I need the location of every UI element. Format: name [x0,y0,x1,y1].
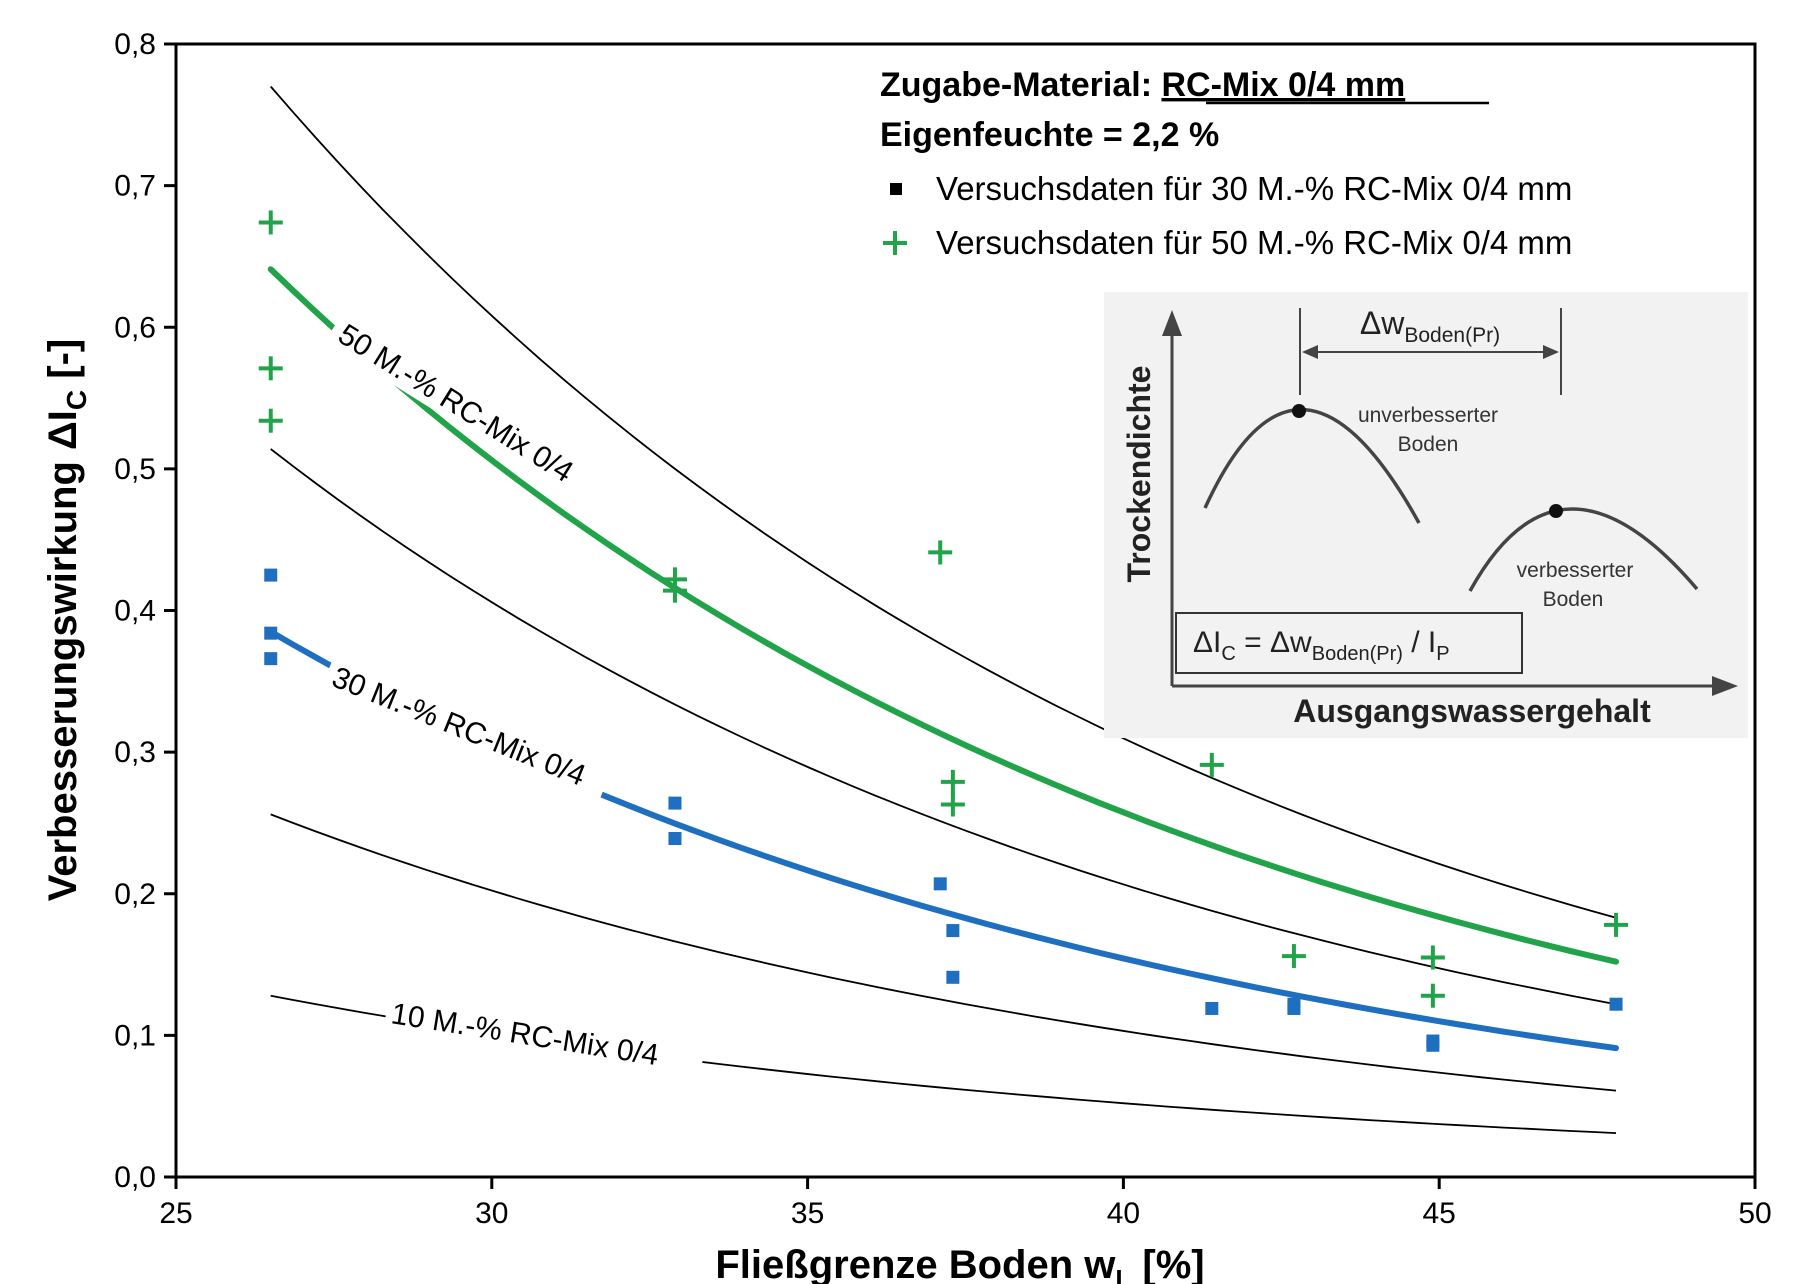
y-tick-label: 0,1 [114,1019,156,1052]
unimproved-label-line1: unverbesserter [1358,404,1498,427]
y-tick-label: 0,5 [114,453,156,486]
y-tick-label: 0,8 [114,28,156,61]
data-point-plus [258,408,283,433]
legend-label-50: Versuchsdaten für 50 M.-% RC-Mix 0/4 mm [936,224,1572,261]
x-tick-label: 45 [1423,1197,1456,1230]
curve-label-mask [384,980,708,1074]
data-markers [258,210,1629,1052]
y-tick-label: 0,3 [114,736,156,769]
data-point-plus [662,578,687,603]
data-point-square [1426,1038,1440,1052]
data-point-plus [1420,983,1445,1008]
unimproved-label-line2: Boden [1398,433,1459,456]
delta-w-label: ΔwBoden(Pr) [1360,305,1500,347]
guide-curve [270,85,1617,919]
data-point-square [1287,1001,1301,1015]
inset-y-axis-title: Trockendichte [1121,366,1157,583]
data-point-square [946,924,960,938]
x-tick-label: 25 [159,1197,192,1230]
guide-curve [270,448,1617,1006]
y-tick-label: 0,6 [114,311,156,344]
x-tick-label: 40 [1107,1197,1140,1230]
y-tick-label: 0,4 [114,595,156,628]
moisture-text: Eigenfeuchte = 2,2 % [880,116,1219,154]
data-point-plus [1604,912,1629,937]
improved-curve [1468,507,1699,592]
data-point-plus [258,210,283,235]
data-point-square [1609,997,1623,1011]
x-axis-ticks: 25 30 35 40 45 50 [159,1177,1772,1230]
inset-x-arrow-icon [1712,676,1738,696]
data-point-square [264,652,278,666]
improved-label-line2: Boden [1543,588,1604,611]
data-point-square [946,970,960,984]
x-tick-label: 50 [1738,1197,1771,1230]
x-tick-label: 30 [475,1197,508,1230]
inset-x-axis-title: Ausgangswassergehalt [1293,693,1651,729]
y-tick-label: 0,0 [114,1161,156,1194]
improved-label-line1: verbesserter [1517,559,1634,582]
unimproved-peak [1292,404,1306,418]
y-tick-label: 0,2 [114,878,156,911]
data-point-square [668,796,682,810]
inset-y-arrow-icon [1162,310,1182,336]
data-point-plus [928,540,953,565]
guide-curve [270,813,1617,1092]
data-point-plus [1420,945,1445,970]
data-point-plus [940,792,965,817]
formula-box [1175,612,1523,674]
x-tick-label: 35 [791,1197,824,1230]
delta-w-arrow-left-icon [1302,345,1318,359]
data-point-square [1205,1001,1219,1015]
curve-label-mask [322,644,617,798]
legend-label-30: Versuchsdaten für 30 M.-% RC-Mix 0/4 mm [936,170,1572,207]
improved-peak [1549,504,1563,518]
legend-plus-marker [883,231,907,255]
curve-label-mask [324,301,605,501]
data-point-square [933,877,947,891]
y-axis-ticks: 0,0 0,1 0,2 0,3 0,4 0,5 0,6 0,7 0,8 [114,28,176,1194]
x-axis-title: Fließgrenze Boden wL [%] [715,1243,1204,1284]
data-point-square [264,568,278,582]
data-point-square [264,626,278,640]
formula-text: ΔIC = ΔwBoden(Pr) / IP [1193,626,1450,665]
legend-square-marker [890,183,902,195]
legend: Zugabe-Material: RC-Mix 0/4 mm Eigenfeuc… [880,66,1572,261]
fit-curves [267,266,1619,1074]
data-point-plus [258,356,283,381]
y-tick-label: 0,7 [114,170,156,203]
material-title: Zugabe-Material: RC-Mix 0/4 mm [880,66,1405,104]
y-axis-title: Verbesserungswirkung ΔIC [-] [41,339,92,901]
data-point-square [668,832,682,846]
data-point-plus [1281,944,1306,969]
data-point-plus [1199,752,1224,777]
delta-w-arrow-right-icon [1543,345,1559,359]
data-point-plus [940,769,965,794]
inset-diagram: ΔwBoden(Pr) unverbesserter Boden verbess… [1104,292,1748,738]
fit-curve [267,266,1619,965]
